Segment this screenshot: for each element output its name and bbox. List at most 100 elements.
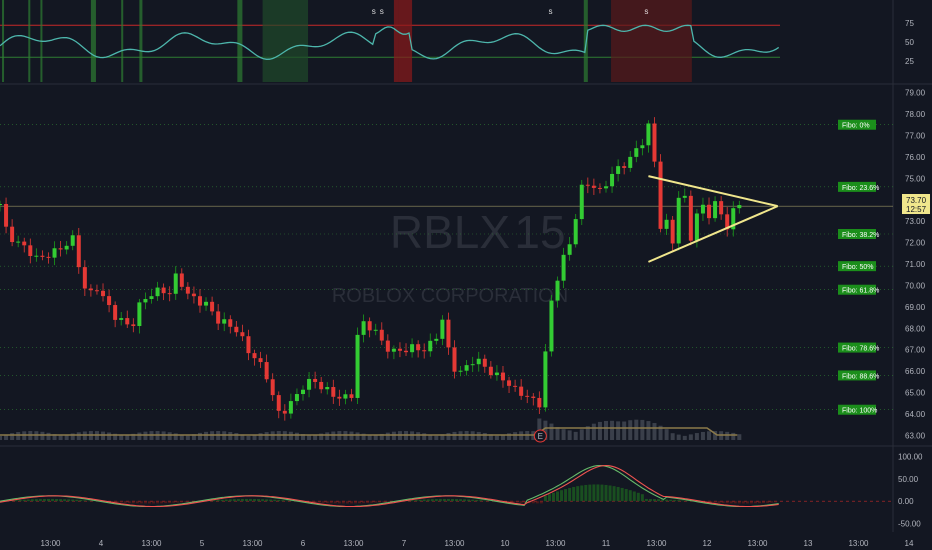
- time-tick-label: 13:00: [545, 539, 566, 548]
- candle-body: [452, 347, 457, 372]
- candle-body: [713, 201, 718, 219]
- time-tick-label: 12: [703, 539, 712, 548]
- candle-body: [361, 321, 366, 335]
- osc-bottom-hist-bar: [459, 499, 463, 502]
- candle-body: [276, 395, 281, 411]
- candle-body: [0, 204, 2, 205]
- osc-bottom-hist-bar: [442, 498, 446, 502]
- osc-bottom-hist-bar: [414, 499, 418, 502]
- candle-body: [555, 280, 560, 301]
- osc-bottom-hist-bar: [277, 499, 281, 502]
- osc-bottom-hist-bar: [547, 494, 551, 502]
- price-tick-label: 69.00: [905, 303, 926, 312]
- osc-bottom-hist-bar: [543, 495, 547, 502]
- osc-bottom-tick: -50.00: [898, 520, 921, 529]
- osc-top-zone: [28, 0, 31, 82]
- candle-body: [640, 145, 645, 149]
- volume-bar: [367, 435, 372, 440]
- volume-bar: [585, 426, 590, 440]
- osc-bottom-hist-bar: [511, 501, 515, 503]
- signal-marker: S: [372, 10, 376, 16]
- candle-body: [537, 397, 542, 408]
- osc-bottom-hist-bar: [628, 490, 632, 502]
- candle-body: [549, 300, 554, 352]
- osc-bottom-hist-bar: [455, 499, 459, 502]
- volume-bar: [294, 432, 299, 440]
- candle-body: [94, 290, 99, 292]
- candle-body: [652, 123, 657, 162]
- time-tick-label: 13:00: [646, 539, 667, 548]
- candle-body: [185, 286, 190, 294]
- osc-bottom-hist-bar: [38, 499, 42, 502]
- osc-bottom-hist-bar: [83, 500, 87, 502]
- last-price-value: 73.70: [906, 196, 927, 205]
- volume-bar: [137, 432, 142, 440]
- osc-bottom-hist-bar: [515, 501, 519, 503]
- osc-bottom-hist-bar: [713, 501, 717, 503]
- osc-bottom-hist-bar: [467, 499, 471, 502]
- candle-body: [391, 348, 396, 352]
- osc-bottom-hist-bar: [745, 501, 749, 504]
- osc-top-zone: [611, 0, 692, 82]
- candle-body: [88, 288, 93, 291]
- candle-body: [367, 321, 372, 331]
- watermark-company: ROBLOX CORPORATION: [332, 285, 568, 307]
- osc-bottom-hist-bar: [59, 499, 63, 502]
- osc-bottom-hist-bar: [212, 500, 216, 502]
- osc-bottom-hist-bar: [673, 499, 677, 502]
- osc-bottom-hist-bar: [269, 499, 273, 502]
- candle-body: [561, 254, 566, 281]
- osc-bottom-hist-bar: [665, 499, 669, 502]
- osc-bottom-hist-bar: [123, 501, 127, 503]
- osc-bottom-hist-bar: [450, 498, 454, 502]
- candle-body: [228, 319, 233, 327]
- osc-bottom-hist-bar: [600, 484, 604, 502]
- fibo-label: Fibo: 61.8%: [842, 288, 879, 295]
- osc-bottom-fast-line: [0, 464, 779, 508]
- fibo-label-bg: [838, 404, 876, 415]
- osc-bottom-hist-bar: [539, 501, 543, 504]
- candle-body: [531, 396, 536, 398]
- osc-bottom-hist-bar: [240, 498, 244, 502]
- candle-body: [519, 386, 524, 396]
- candle-body: [179, 273, 184, 287]
- volume-bar: [319, 433, 324, 440]
- osc-bottom-hist-bar: [168, 501, 172, 503]
- osc-bottom-hist-bar: [596, 484, 600, 502]
- osc-top-line: [0, 24, 780, 60]
- candle-body: [428, 340, 433, 352]
- volume-bar: [197, 432, 202, 440]
- last-price-bg: [902, 194, 930, 214]
- candle-body: [676, 197, 681, 244]
- volume-bar: [634, 419, 639, 440]
- osc-bottom-hist-bar: [612, 486, 616, 502]
- osc-top-tick: 50: [905, 38, 914, 47]
- price-tick-label: 68.00: [905, 324, 926, 333]
- candle-body: [246, 336, 251, 354]
- volume-bar: [313, 434, 318, 440]
- osc-bottom-hist-bar: [551, 492, 555, 502]
- osc-bottom-hist-bar: [446, 498, 450, 502]
- osc-bottom-hist-bar: [434, 499, 438, 502]
- osc-top-zone: [2, 0, 5, 82]
- candle-body: [525, 395, 530, 397]
- osc-bottom-hist-bar: [55, 498, 59, 502]
- volume-bar: [131, 433, 136, 440]
- candle-body: [458, 370, 463, 372]
- osc-bottom-hist-bar: [333, 501, 337, 504]
- osc-bottom-hist-bar: [139, 501, 143, 504]
- osc-bottom-hist-bar: [661, 499, 665, 502]
- osc-bottom-hist-bar: [10, 500, 14, 502]
- candle-body: [585, 184, 590, 186]
- candle-body: [416, 344, 421, 351]
- osc-top-zone: [90, 0, 96, 82]
- candle-body: [70, 235, 75, 246]
- volume-bar: [258, 433, 263, 440]
- osc-bottom-hist-bar: [717, 501, 721, 503]
- osc-bottom-hist-bar: [349, 501, 353, 504]
- candle-body: [28, 245, 33, 256]
- volume-ma-line: [0, 427, 738, 436]
- volume-bar: [604, 420, 608, 440]
